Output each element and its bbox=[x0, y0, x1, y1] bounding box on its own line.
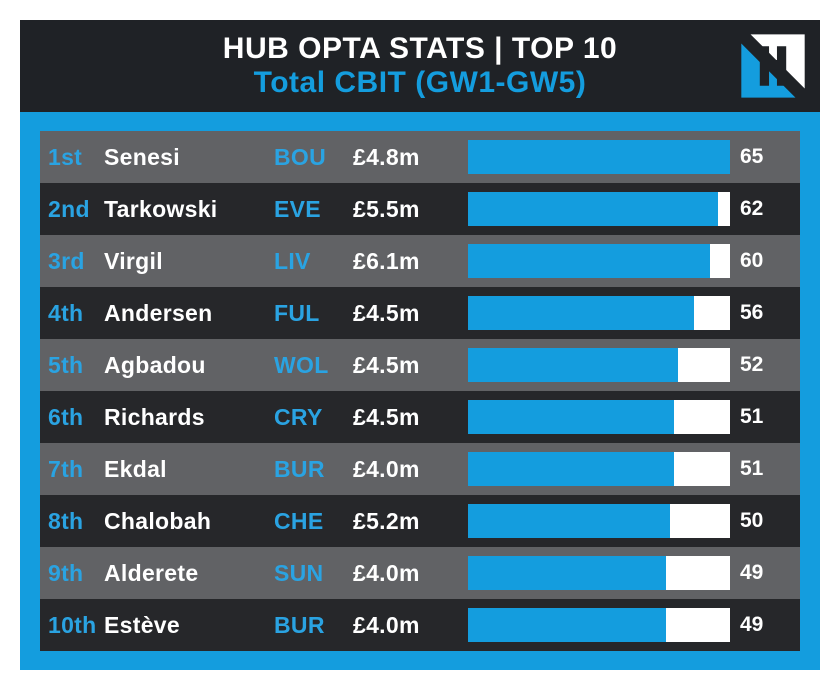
stats-table: 1st Senesi BOU £4.8m 65 2nd Tarkowski EVE £5.5m 6… bbox=[20, 112, 820, 670]
stat-bar-track bbox=[468, 348, 730, 382]
stat-bar-fill bbox=[468, 504, 670, 538]
stat-value: 62 bbox=[740, 197, 764, 220]
player-name: Estève bbox=[104, 611, 180, 638]
price-label: £6.1m bbox=[353, 247, 420, 274]
stat-bar-track bbox=[468, 140, 730, 174]
team-abbr: EVE bbox=[274, 195, 321, 222]
player-name: Virgil bbox=[104, 247, 163, 274]
stat-bar-track bbox=[468, 296, 730, 330]
table-row: 8th Chalobah CHE £5.2m 50 bbox=[40, 495, 800, 547]
team-abbr: SUN bbox=[274, 559, 324, 586]
stat-bar-fill bbox=[468, 608, 666, 642]
rank-label: 6th bbox=[48, 403, 84, 430]
stat-bar-track bbox=[468, 608, 730, 642]
price-label: £5.5m bbox=[353, 195, 420, 222]
team-abbr: WOL bbox=[274, 351, 329, 378]
stat-value: 52 bbox=[740, 353, 764, 376]
stat-bar-fill bbox=[468, 556, 666, 590]
stats-card: HUB OPTA STATS | TOP 10 Total CBIT (GW1-… bbox=[20, 20, 820, 670]
rank-label: 9th bbox=[48, 559, 84, 586]
card-header: HUB OPTA STATS | TOP 10 Total CBIT (GW1-… bbox=[20, 20, 820, 112]
table-row: 9th Alderete SUN £4.0m 49 bbox=[40, 547, 800, 599]
stat-bar-track bbox=[468, 504, 730, 538]
stat-value: 51 bbox=[740, 405, 764, 428]
price-label: £4.0m bbox=[353, 559, 420, 586]
rank-label: 4th bbox=[48, 299, 84, 326]
stat-bar-track bbox=[468, 400, 730, 434]
stat-value: 60 bbox=[740, 249, 764, 272]
stat-bar-fill bbox=[468, 400, 674, 434]
stat-bar-fill bbox=[468, 192, 718, 226]
stat-bar-track bbox=[468, 556, 730, 590]
rank-label: 2nd bbox=[48, 195, 90, 222]
team-abbr: BUR bbox=[274, 455, 325, 482]
stat-bar-fill bbox=[468, 244, 710, 278]
team-abbr: CHE bbox=[274, 507, 324, 534]
player-name: Tarkowski bbox=[104, 195, 218, 222]
table-row: 7th Ekdal BUR £4.0m 51 bbox=[40, 443, 800, 495]
rank-label: 7th bbox=[48, 455, 84, 482]
player-name: Andersen bbox=[104, 299, 213, 326]
table-row: 6th Richards CRY £4.5m 51 bbox=[40, 391, 800, 443]
stat-value: 51 bbox=[740, 457, 764, 480]
stat-value: 49 bbox=[740, 561, 764, 584]
page-subtitle: Total CBIT (GW1-GW5) bbox=[253, 65, 587, 99]
stat-bar-fill bbox=[468, 140, 730, 174]
player-name: Alderete bbox=[104, 559, 199, 586]
table-row: 2nd Tarkowski EVE £5.5m 62 bbox=[40, 183, 800, 235]
stat-bar-fill bbox=[468, 452, 674, 486]
table-row: 3rd Virgil LIV £6.1m 60 bbox=[40, 235, 800, 287]
table-row: 10th Estève BUR £4.0m 49 bbox=[40, 599, 800, 651]
team-abbr: FUL bbox=[274, 299, 320, 326]
hub-logo-icon bbox=[741, 34, 805, 98]
stat-bar-fill bbox=[468, 348, 678, 382]
player-name: Senesi bbox=[104, 143, 180, 170]
page-title: HUB OPTA STATS | TOP 10 bbox=[222, 31, 618, 65]
stat-bar-track bbox=[468, 244, 730, 278]
player-name: Ekdal bbox=[104, 455, 167, 482]
table-row: 1st Senesi BOU £4.8m 65 bbox=[40, 131, 800, 183]
table-row: 5th Agbadou WOL £4.5m 52 bbox=[40, 339, 800, 391]
table-row: 4th Andersen FUL £4.5m 56 bbox=[40, 287, 800, 339]
price-label: £4.5m bbox=[353, 299, 420, 326]
rank-label: 8th bbox=[48, 507, 84, 534]
rank-label: 5th bbox=[48, 351, 84, 378]
player-name: Chalobah bbox=[104, 507, 212, 534]
player-name: Richards bbox=[104, 403, 205, 430]
price-label: £5.2m bbox=[353, 507, 420, 534]
price-label: £4.5m bbox=[353, 403, 420, 430]
price-label: £4.5m bbox=[353, 351, 420, 378]
price-label: £4.0m bbox=[353, 611, 420, 638]
rank-label: 1st bbox=[48, 143, 83, 170]
price-label: £4.8m bbox=[353, 143, 420, 170]
stat-value: 49 bbox=[740, 613, 764, 636]
team-abbr: CRY bbox=[274, 403, 323, 430]
team-abbr: BOU bbox=[274, 143, 327, 170]
stat-bar-track bbox=[468, 452, 730, 486]
stat-value: 56 bbox=[740, 301, 764, 324]
stat-bar-fill bbox=[468, 296, 694, 330]
rank-label: 3rd bbox=[48, 247, 85, 274]
rank-label: 10th bbox=[48, 611, 97, 638]
stat-bar-track bbox=[468, 192, 730, 226]
stat-value: 50 bbox=[740, 509, 764, 532]
stat-value: 65 bbox=[740, 145, 764, 168]
price-label: £4.0m bbox=[353, 455, 420, 482]
team-abbr: LIV bbox=[274, 247, 311, 274]
team-abbr: BUR bbox=[274, 611, 325, 638]
player-name: Agbadou bbox=[104, 351, 206, 378]
